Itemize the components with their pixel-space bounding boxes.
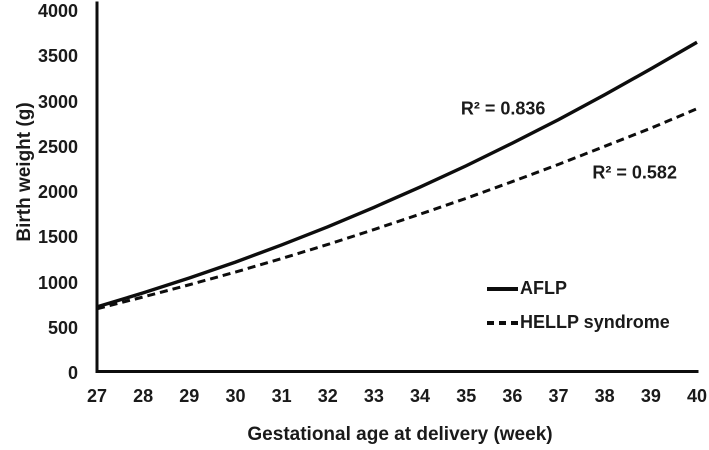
legend-entry-hellp: HELLP syndrome	[487, 309, 670, 336]
curve-aflp	[96, 40, 698, 309]
legend-entry-aflp: AFLP	[487, 275, 670, 302]
y-tick-label: 500	[47, 317, 78, 338]
curves-group	[96, 40, 698, 311]
legend: AFLP HELLP syndrome	[487, 275, 670, 343]
x-tick-label: 27	[86, 386, 108, 406]
y-tick-label: 1000	[37, 272, 78, 293]
curve-hellp-syndrome	[96, 107, 698, 311]
y-tick-label: 3000	[37, 91, 78, 112]
axes	[95, 1, 699, 373]
x-tick-label: 39	[640, 386, 661, 406]
r-squared-annotation-aflp: R² = 0.836	[460, 98, 546, 119]
y-tick-label: 4000	[37, 1, 78, 21]
x-axis-title: Gestational age at delivery (week)	[247, 424, 553, 445]
legend-label-aflp: AFLP	[520, 278, 567, 298]
x-tick-label: 35	[456, 386, 477, 406]
dashed-line-swatch	[487, 320, 518, 325]
x-tick-label: 40	[686, 386, 708, 406]
x-tick-label: 38	[594, 386, 615, 406]
r-squared-annotation-hellp: R² = 0.582	[592, 162, 677, 183]
y-tick-label: 3500	[37, 46, 78, 67]
x-tick-label: 34	[410, 386, 431, 406]
y-axis-title: Birth weight (g)	[14, 102, 35, 242]
x-tick-label: 31	[271, 386, 292, 406]
y-tick-label: 2000	[37, 182, 78, 202]
x-tick-label: 33	[363, 386, 384, 406]
x-tick-label: 37	[548, 386, 569, 406]
y-tick-label: 1500	[37, 227, 78, 248]
y-tick-label: 0	[67, 363, 78, 383]
x-tick-label: 29	[179, 386, 200, 406]
x-tick-label: 32	[317, 386, 338, 406]
x-tick-label: 30	[225, 386, 246, 406]
solid-line-swatch	[487, 286, 518, 291]
x-tick-label: 36	[502, 386, 523, 406]
x-tick-label: 28	[133, 386, 154, 406]
y-tick-label: 2500	[37, 136, 78, 157]
legend-label-hellp: HELLP syndrome	[520, 312, 670, 332]
